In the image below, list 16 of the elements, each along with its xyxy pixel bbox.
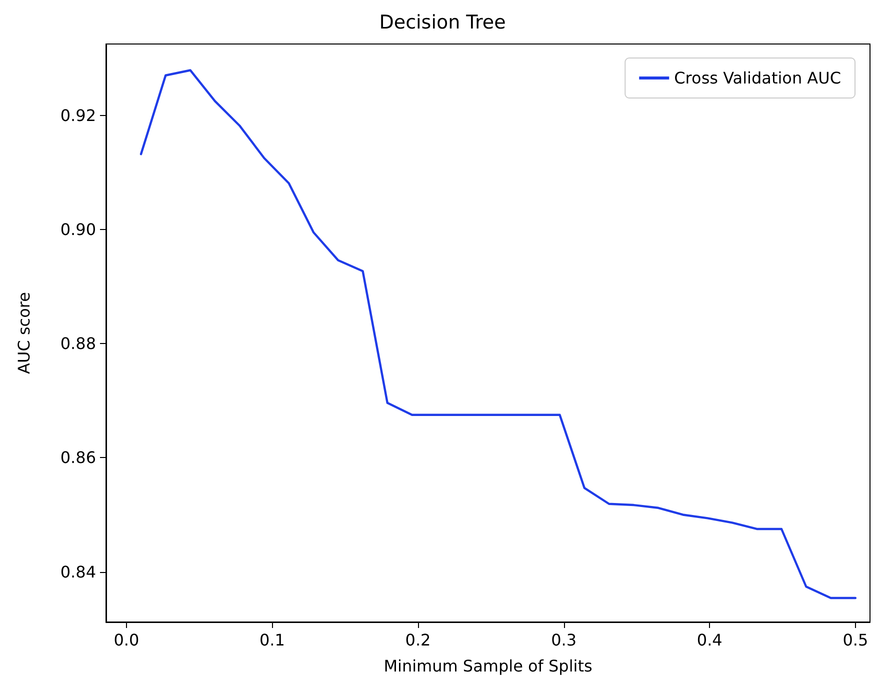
x-axis-title: Minimum Sample of Splits (384, 656, 592, 676)
x-tick-label: 0.1 (259, 630, 285, 650)
y-tick-label: 0.84 (60, 562, 96, 582)
y-tick-label: 0.90 (60, 220, 96, 239)
y-tick-label: 0.88 (60, 334, 96, 354)
legend-label: Cross Validation AUC (674, 68, 842, 88)
y-tick-label: 0.92 (60, 106, 96, 125)
x-tick-label: 0.4 (696, 630, 722, 650)
x-tick-label: 0.2 (405, 630, 431, 650)
x-tick-label: 0.3 (551, 630, 577, 650)
y-axis-title: AUC score (14, 292, 34, 374)
x-tick-label: 0.5 (842, 630, 868, 650)
line-series (140, 69, 857, 600)
x-tick-label: 0.0 (114, 630, 140, 650)
chart-title: Decision Tree (379, 12, 506, 34)
y-tick-label: 0.86 (60, 448, 96, 468)
